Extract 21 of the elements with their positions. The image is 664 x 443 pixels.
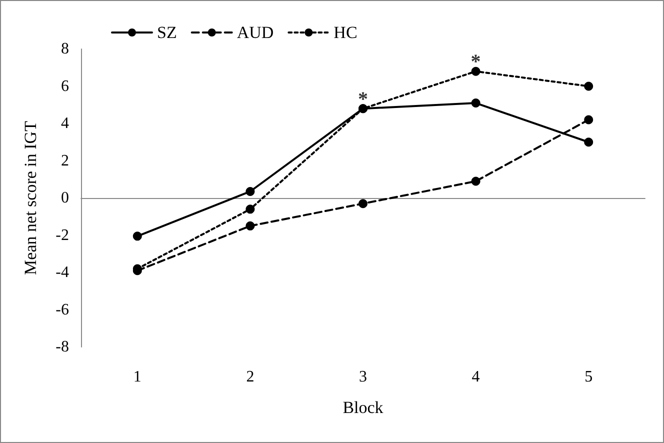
y-tick-label: -6 [56,301,69,318]
x-tick-label: 4 [472,368,480,386]
y-axis-title: Mean net score in IGT [21,120,40,275]
y-tick-label: 8 [61,40,69,58]
annotation: * [358,88,368,110]
y-tick-label: -8 [56,338,69,356]
y-tick-label: -2 [56,226,69,244]
y-tick-label: 0 [61,190,69,206]
y-tick-label: 4 [61,115,69,132]
legend-label: SZ [157,23,177,42]
x-tick-label: 5 [584,368,593,386]
y-tick-label: 6 [61,78,69,95]
x-axis-title: Block [342,398,384,417]
legend-label: HC [334,23,358,42]
x-tick-label: 1 [133,368,142,386]
legend-label: AUD [236,23,274,42]
y-tick-label: -4 [56,264,69,281]
x-tick-label: 2 [246,368,254,386]
annotation: * [470,51,481,74]
y-tick-label: 2 [61,152,69,170]
x-tick-label: 3 [359,368,367,386]
